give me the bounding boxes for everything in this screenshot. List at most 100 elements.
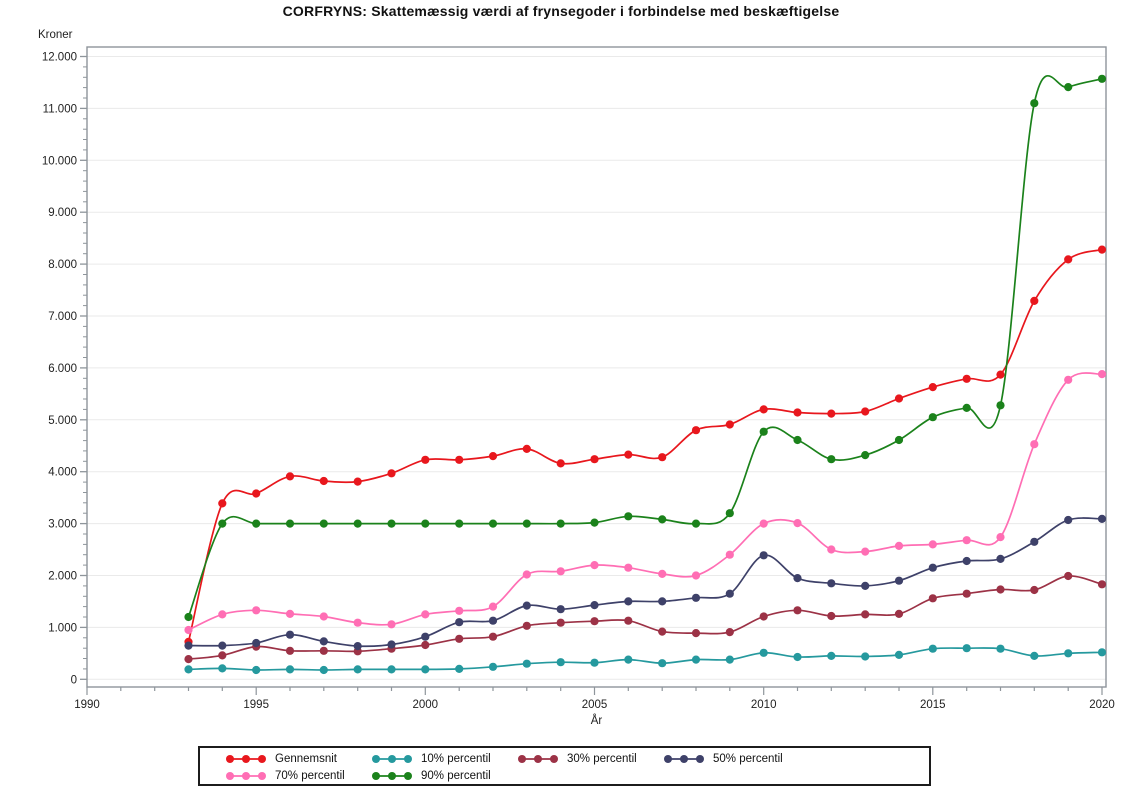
y-tick-label: 0 <box>71 674 77 686</box>
data-point <box>455 664 464 674</box>
y-tick-label: 6.000 <box>48 363 77 375</box>
data-point <box>488 602 498 611</box>
x-tick-labels: 1990 1995 2000 2005 2010 2015 2020 <box>74 699 1115 711</box>
data-point <box>590 561 599 570</box>
data-point <box>488 632 498 641</box>
series-line <box>188 647 1103 671</box>
data-point <box>353 519 362 528</box>
data-point <box>962 403 971 412</box>
data-point <box>691 426 701 435</box>
data-point <box>522 519 531 528</box>
data-point <box>996 533 1005 542</box>
data-point <box>1097 245 1107 254</box>
data-point <box>590 617 599 626</box>
y-tick-label: 5.000 <box>48 415 77 427</box>
data-point <box>759 551 768 560</box>
data-point <box>387 469 396 478</box>
data-point <box>488 519 498 528</box>
data-point <box>590 518 599 527</box>
series-p90 <box>184 74 1107 622</box>
data-point <box>184 655 193 664</box>
x-tick-label: 2015 <box>920 699 946 711</box>
data-point <box>455 634 464 643</box>
data-point <box>624 450 633 459</box>
data-point <box>962 536 971 545</box>
data-point <box>319 519 328 528</box>
data-point <box>658 627 667 636</box>
data-point <box>319 476 328 486</box>
data-point <box>285 630 295 639</box>
data-point <box>996 585 1005 594</box>
data-point <box>455 606 464 615</box>
data-point <box>319 612 328 621</box>
data-point <box>962 556 971 566</box>
series-p10 <box>184 644 1107 675</box>
data-point <box>793 408 802 417</box>
y-tick-label: 10.000 <box>42 155 77 167</box>
data-point <box>488 616 498 625</box>
data-point <box>218 499 227 508</box>
data-point <box>759 648 768 657</box>
data-point <box>421 632 430 641</box>
data-point <box>928 594 937 603</box>
data-point <box>861 581 870 591</box>
data-point <box>861 652 870 661</box>
data-point <box>827 455 836 464</box>
data-point <box>827 579 836 588</box>
data-point <box>319 646 328 655</box>
data-point <box>624 563 633 572</box>
x-tick-label: 1995 <box>243 699 269 711</box>
data-point <box>184 665 193 674</box>
legend-label: 70% percentil <box>275 769 345 782</box>
data-point <box>522 659 531 668</box>
data-point <box>184 641 193 650</box>
x-tick-label: 1990 <box>74 699 100 711</box>
data-point <box>894 541 904 551</box>
data-point <box>522 621 531 630</box>
data-point <box>1064 515 1073 525</box>
data-point <box>1030 296 1039 305</box>
legend-item-p70: 70% percentil <box>224 767 370 784</box>
data-point <box>218 519 227 528</box>
data-point <box>996 644 1005 653</box>
data-point <box>928 413 937 422</box>
series-line <box>187 248 1103 643</box>
legend-marker <box>226 754 266 763</box>
data-point <box>759 519 768 528</box>
data-point <box>590 455 599 464</box>
data-point <box>387 519 396 528</box>
data-point <box>827 611 836 621</box>
data-point <box>522 601 531 610</box>
data-point <box>353 665 362 674</box>
data-point <box>353 477 362 486</box>
data-point <box>353 642 362 651</box>
data-point <box>252 638 261 648</box>
data-point <box>1097 514 1107 524</box>
y-tick-label: 2.000 <box>48 571 77 583</box>
legend-marker <box>226 771 266 780</box>
data-point <box>1030 585 1039 595</box>
data-point <box>488 452 498 461</box>
x-axis-ticks <box>86 687 1103 695</box>
data-point <box>184 612 193 622</box>
legend-item-p90: 90% percentil <box>370 767 516 784</box>
data-point <box>928 383 937 392</box>
data-point <box>353 618 362 627</box>
data-point <box>421 640 430 650</box>
data-point <box>691 629 701 638</box>
data-point <box>691 593 701 602</box>
legend-label: Gennemsnit <box>275 752 338 765</box>
data-point <box>556 567 565 576</box>
data-point <box>252 489 261 498</box>
y-tick-label: 7.000 <box>48 311 77 323</box>
series-line <box>187 75 1103 618</box>
data-point <box>455 455 464 464</box>
legend-label: 90% percentil <box>421 769 491 782</box>
data-point <box>556 605 565 614</box>
series-p70 <box>184 370 1107 635</box>
y-tick-label: 3.000 <box>48 519 77 531</box>
data-point <box>218 664 227 673</box>
data-point <box>1097 370 1107 379</box>
data-point <box>759 612 768 621</box>
